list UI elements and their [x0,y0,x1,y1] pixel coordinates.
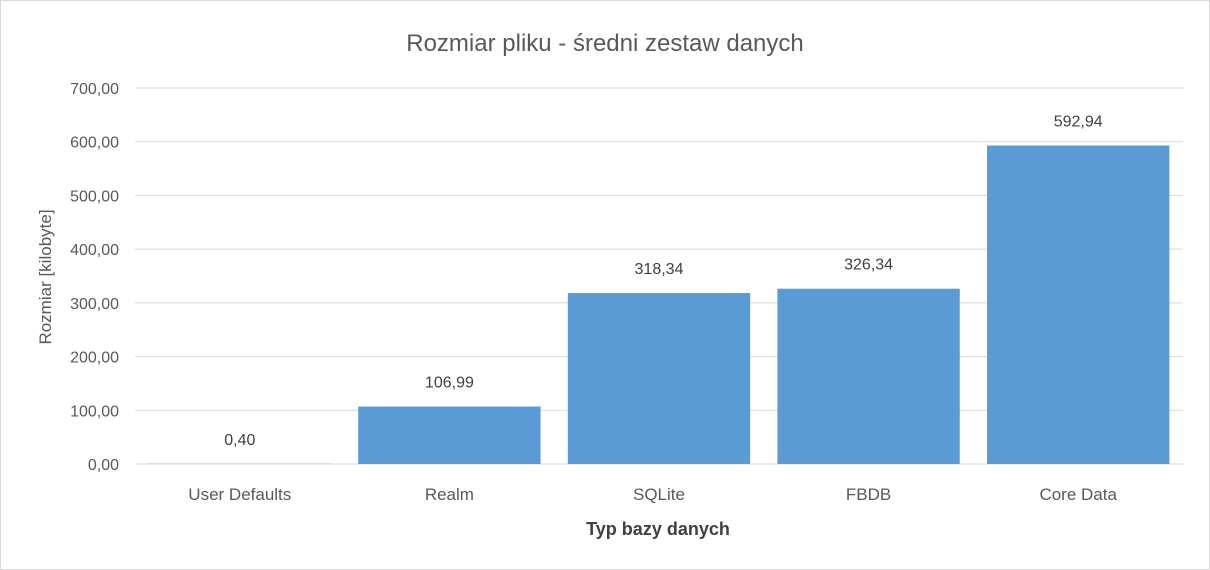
data-labels: 0,40 106,99 318,34 326,34 592,94 [224,114,1103,449]
y-tick-label: 200,00 [70,350,119,367]
y-axis-ticks: 0,00 100,00 200,00 300,00 400,00 500,00 600,00… [70,81,119,474]
data-label: 106,99 [425,375,474,392]
chart-title: Rozmiar pliku - średni zestaw danych [406,30,804,57]
y-tick-label: 500,00 [70,188,119,205]
x-tick-label: User Defaults [188,485,291,504]
data-label: 0,40 [224,432,255,449]
y-tick-label: 600,00 [70,135,119,152]
x-axis-categories: User Defaults Realm SQLite FBDB Core Data [188,485,1117,504]
bars [148,145,1170,464]
bar-fbdb [777,288,960,464]
bar-sqlite [567,293,751,464]
x-axis-title: Typ bazy danych [586,519,730,539]
bar-core-data [987,145,1170,464]
data-label: 326,34 [844,257,893,274]
y-tick-label: 700,00 [70,81,119,98]
data-label: 592,94 [1054,114,1103,131]
data-label: 318,34 [635,261,684,278]
y-tick-label: 400,00 [70,242,119,259]
x-tick-label: FBDB [846,485,891,504]
x-tick-label: SQLite [633,485,685,504]
y-tick-label: 100,00 [70,403,119,420]
y-tick-label: 0,00 [88,457,119,474]
y-tick-label: 300,00 [70,296,119,313]
y-axis-title: Rozmiar [kilobyte] [36,209,55,344]
x-tick-label: Realm [425,485,474,504]
bar-realm [358,406,541,464]
x-tick-label: Core Data [1039,485,1117,504]
